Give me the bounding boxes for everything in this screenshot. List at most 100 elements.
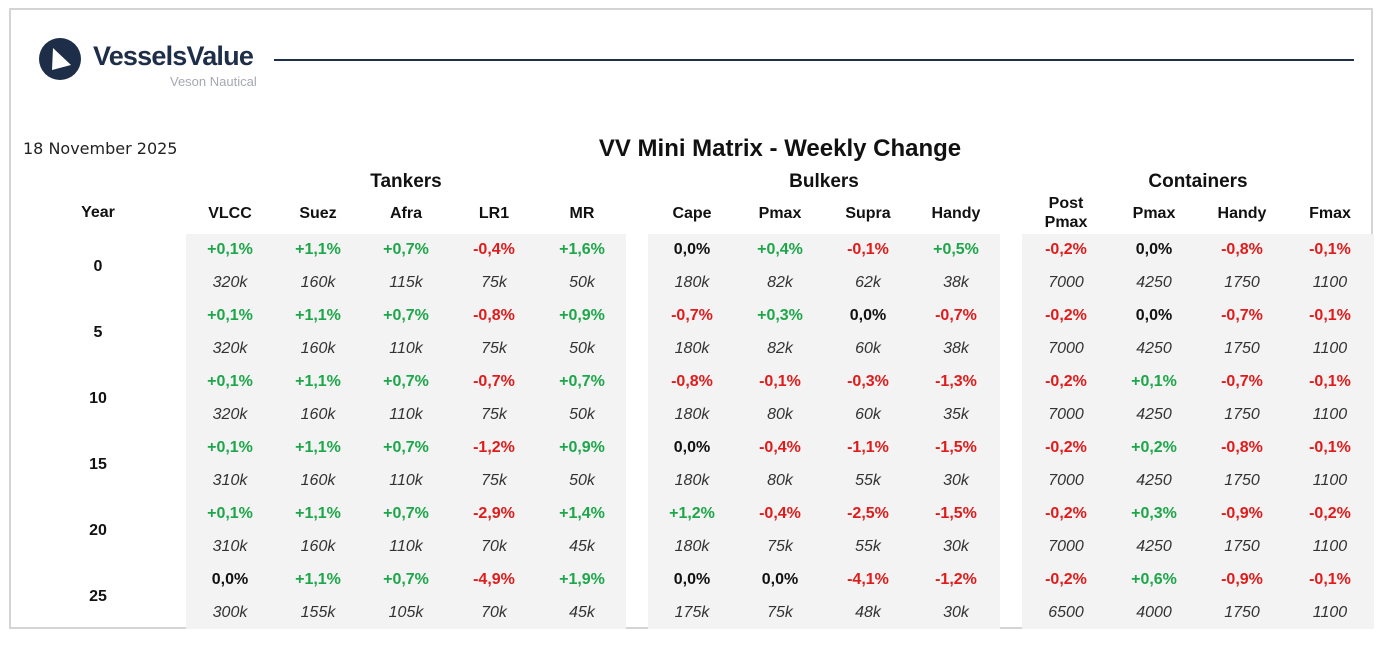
- weekly-change-cell: +0,3%: [757, 307, 803, 324]
- vessel-value-cell: 160k: [300, 340, 336, 357]
- vessel-value-cell: 320k: [212, 274, 248, 291]
- weekly-change-cell: +0,4%: [757, 241, 803, 258]
- weekly-change-cell: -1,1%: [847, 439, 889, 456]
- weekly-change-cell: -1,2%: [935, 571, 977, 588]
- vessel-value-cell: 4250: [1136, 274, 1172, 291]
- vessel-value-cell: 300k: [212, 604, 248, 621]
- weekly-change-cell: -4,1%: [847, 571, 889, 588]
- vessel-value-cell: 70k: [481, 538, 507, 555]
- weekly-change-cell: -0,2%: [1045, 307, 1087, 324]
- vessel-value-cell: 75k: [767, 604, 793, 621]
- weekly-change-cell: -1,5%: [935, 505, 977, 522]
- vessel-value-cell: 4250: [1136, 538, 1172, 555]
- report-date: 18 November 2025: [23, 139, 178, 158]
- vessel-value-cell: 7000: [1048, 340, 1084, 357]
- vessel-value-cell: 180k: [674, 472, 710, 489]
- column-header-containers-handy: Handy: [1217, 205, 1267, 222]
- vessel-value-cell: 30k: [943, 472, 969, 489]
- weekly-change-cell: +0,1%: [207, 439, 253, 456]
- column-header-bulkers-supra: Supra: [845, 205, 891, 222]
- vessel-value-cell: 38k: [943, 340, 969, 357]
- vessel-value-cell: 1100: [1312, 472, 1348, 489]
- vessel-value-cell: 82k: [767, 340, 793, 357]
- vessel-value-cell: 1750: [1224, 604, 1260, 621]
- weekly-change-cell: +0,2%: [1131, 439, 1177, 456]
- weekly-change-cell: -0,7%: [473, 373, 515, 390]
- weekly-change-cell: 0,0%: [761, 571, 799, 588]
- vessel-value-cell: 1750: [1224, 472, 1260, 489]
- group-title-tankers: Tankers: [370, 171, 442, 192]
- vessel-value-cell: 110k: [389, 538, 423, 555]
- weekly-change-cell: -0,1%: [847, 241, 889, 258]
- vessel-value-cell: 6500: [1048, 604, 1084, 621]
- weekly-change-cell: +0,6%: [1131, 571, 1177, 588]
- weekly-change-cell: -0,4%: [759, 439, 801, 456]
- vessel-value-cell: 50k: [569, 472, 595, 489]
- weekly-change-cell: -0,9%: [1221, 505, 1263, 522]
- vessel-value-cell: 110k: [389, 340, 423, 357]
- vessel-value-cell: 4250: [1136, 340, 1172, 357]
- weekly-change-cell: -0,1%: [1309, 373, 1351, 390]
- weekly-change-cell: -0,2%: [1045, 439, 1087, 456]
- weekly-change-cell: -1,5%: [935, 439, 977, 456]
- vessel-value-cell: 7000: [1048, 406, 1084, 423]
- vessel-value-cell: 175k: [674, 604, 710, 621]
- vessel-value-cell: 180k: [674, 538, 710, 555]
- vessel-value-cell: 75k: [481, 406, 507, 423]
- column-header-bulkers-handy: Handy: [931, 205, 981, 222]
- vessel-value-cell: 1750: [1224, 274, 1260, 291]
- weekly-change-cell: 0,0%: [849, 307, 887, 324]
- weekly-change-cell: +1,1%: [295, 241, 341, 258]
- weekly-change-cell: +0,7%: [383, 307, 429, 324]
- tankers-background: [186, 234, 626, 629]
- column-header-tankers-lr1: LR1: [478, 205, 510, 222]
- weekly-change-cell: +1,1%: [295, 439, 341, 456]
- column-header-containers-pmax: Pmax: [1132, 205, 1176, 222]
- vessel-value-cell: 1750: [1224, 406, 1260, 423]
- weekly-change-cell: -0,1%: [1309, 307, 1351, 324]
- weekly-change-cell: -0,3%: [847, 373, 889, 390]
- weekly-change-cell: -0,1%: [1309, 241, 1351, 258]
- vessel-value-cell: 80k: [767, 406, 793, 423]
- weekly-change-cell: -2,9%: [473, 505, 515, 522]
- column-header-bulkers-cape: Cape: [672, 205, 712, 222]
- weekly-change-cell: -0,4%: [473, 241, 515, 258]
- vessel-value-cell: 35k: [943, 406, 969, 423]
- weekly-change-cell: +0,7%: [383, 373, 429, 390]
- vessel-value-cell: 60k: [855, 340, 881, 357]
- weekly-change-cell: -1,2%: [473, 439, 515, 456]
- vessel-value-cell: 160k: [300, 472, 336, 489]
- bulkers-background: [648, 234, 1000, 629]
- vessel-value-cell: 4250: [1136, 406, 1172, 423]
- brand-subtitle: Veson Nautical: [170, 74, 257, 89]
- weekly-change-cell: -0,7%: [935, 307, 977, 324]
- containers-background: [1022, 234, 1374, 629]
- column-header-containers-post-pmax: Post Pmax: [1044, 195, 1088, 231]
- weekly-change-cell: -0,7%: [1221, 373, 1263, 390]
- weekly-change-cell: +0,9%: [559, 439, 605, 456]
- vessel-value-cell: 160k: [300, 406, 336, 423]
- column-header-containers-fmax: Fmax: [1309, 205, 1351, 222]
- vessel-value-cell: 55k: [855, 472, 881, 489]
- weekly-change-cell: -0,8%: [1221, 241, 1263, 258]
- weekly-change-cell: -0,9%: [1221, 571, 1263, 588]
- vessel-value-cell: 110k: [389, 472, 423, 489]
- weekly-change-cell: -0,7%: [671, 307, 713, 324]
- vessel-value-cell: 75k: [481, 472, 507, 489]
- vessel-value-cell: 1100: [1312, 274, 1348, 291]
- brand-name: VesselsValue: [93, 41, 254, 71]
- vessel-value-cell: 1750: [1224, 538, 1260, 555]
- vessel-value-cell: 1750: [1224, 340, 1260, 357]
- weekly-change-cell: -2,5%: [847, 505, 889, 522]
- vessel-value-cell: 62k: [855, 274, 881, 291]
- group-title-bulkers: Bulkers: [789, 171, 859, 192]
- weekly-change-cell: +0,1%: [207, 505, 253, 522]
- weekly-change-cell: +0,1%: [207, 307, 253, 324]
- brand-logo: VesselsValue Veson Nautical: [38, 37, 278, 91]
- weekly-change-cell: -0,2%: [1045, 241, 1087, 258]
- weekly-change-cell: -4,9%: [473, 571, 515, 588]
- vessel-value-cell: 1100: [1312, 406, 1348, 423]
- year-label: 20: [89, 522, 107, 539]
- weekly-change-cell: -0,1%: [1309, 439, 1351, 456]
- brand-logo-icon: [39, 38, 81, 80]
